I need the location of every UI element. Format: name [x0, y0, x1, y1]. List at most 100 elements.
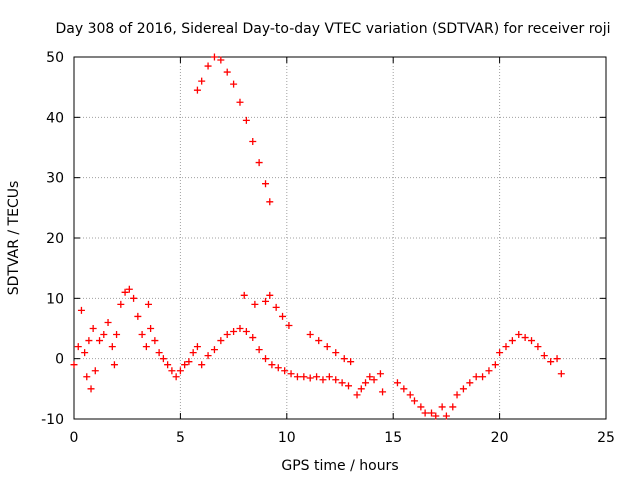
y-tick-label: 50 [46, 50, 64, 66]
y-tick-label: 30 [46, 171, 64, 187]
data-point [323, 343, 331, 351]
data-point [100, 331, 108, 339]
data-point [210, 346, 218, 354]
data-point [540, 352, 548, 360]
data-point [240, 291, 248, 299]
data-point [300, 373, 308, 381]
data-point [432, 412, 440, 420]
data-point [319, 376, 327, 384]
x-tick-label: 20 [491, 430, 509, 446]
data-point [417, 403, 425, 411]
data-point [204, 352, 212, 360]
data-point [210, 53, 218, 61]
data-point [91, 367, 99, 375]
data-point [117, 300, 125, 308]
plot-frame [73, 56, 607, 420]
data-point [515, 331, 523, 339]
data-point [121, 288, 129, 296]
data-point [553, 355, 561, 363]
data-point [442, 412, 450, 420]
y-tick-label: 40 [46, 110, 64, 126]
chart-title: Day 308 of 2016, Sidereal Day-to-day VTE… [55, 21, 610, 37]
data-point [362, 379, 370, 387]
data-point [198, 77, 206, 85]
data-point [87, 385, 95, 393]
data-point [534, 343, 542, 351]
data-point [181, 361, 189, 369]
data-point [268, 361, 276, 369]
y-tick-label: 0 [55, 352, 64, 368]
data-point [172, 373, 180, 381]
data-point [472, 373, 480, 381]
data-point [144, 300, 152, 308]
data-point [262, 180, 270, 188]
data-point [96, 337, 104, 345]
data-point [255, 346, 263, 354]
data-point [204, 62, 212, 70]
data-point [466, 379, 474, 387]
data-point [508, 337, 516, 345]
x-axis-label: GPS time / hours [281, 458, 398, 474]
data-point [400, 385, 408, 393]
data-point [266, 291, 274, 299]
data-point [357, 385, 365, 393]
data-point [479, 373, 487, 381]
data-point [428, 409, 436, 417]
data-point [306, 331, 314, 339]
data-point [325, 373, 333, 381]
data-point [279, 312, 287, 320]
y-tick-label: -10 [41, 412, 64, 428]
data-point [262, 297, 270, 305]
data-point [281, 367, 289, 375]
data-point [142, 343, 150, 351]
data-point [332, 376, 340, 384]
data-point [236, 325, 244, 332]
data-point [376, 370, 384, 378]
data-point [249, 137, 257, 145]
data-point [74, 343, 82, 351]
data-point [189, 349, 197, 357]
data-point [453, 391, 461, 399]
data-point [168, 367, 176, 375]
data-point [110, 361, 118, 369]
data-point [406, 391, 414, 399]
data-point [230, 80, 238, 88]
data-point [272, 303, 280, 311]
data-point [70, 361, 78, 369]
data-point [287, 370, 295, 378]
data-point [134, 312, 142, 320]
data-point [151, 337, 159, 345]
data-point [485, 367, 493, 375]
data-point [164, 361, 172, 369]
data-point [125, 285, 133, 293]
data-point [230, 328, 238, 336]
data-point [262, 355, 270, 363]
data-point [306, 374, 314, 382]
data-point [89, 325, 97, 332]
data-point [223, 331, 231, 339]
data-point [193, 86, 201, 94]
data-point [274, 364, 282, 372]
data-point [521, 334, 529, 342]
data-point [557, 370, 565, 378]
data-point [81, 349, 89, 357]
data-point [155, 349, 163, 357]
data-point [242, 116, 250, 124]
data-point [255, 159, 263, 167]
data-point [366, 373, 374, 381]
x-tick-label: 25 [597, 430, 615, 446]
data-point [410, 397, 418, 405]
data-point [113, 331, 121, 339]
data-point [285, 321, 293, 329]
data-point [217, 337, 225, 345]
data-point [393, 379, 401, 387]
x-tick-label: 15 [384, 430, 402, 446]
data-marks [70, 53, 565, 420]
data-point [421, 409, 429, 417]
data-point [338, 379, 346, 387]
data-point [345, 382, 353, 390]
grid [74, 57, 606, 419]
data-point [496, 349, 504, 357]
data-point [340, 355, 348, 363]
data-point [193, 343, 201, 351]
